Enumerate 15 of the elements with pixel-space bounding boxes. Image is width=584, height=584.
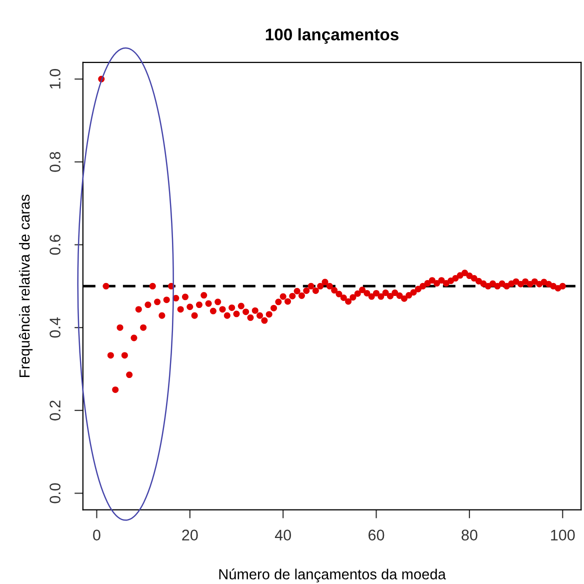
x-tick-label: 20 — [182, 530, 198, 540]
x-tick-label: 80 — [462, 530, 478, 540]
x-tick-label: 100 — [551, 530, 575, 540]
x-tick-label: 60 — [368, 530, 384, 540]
x-tick-label: 40 — [274, 530, 291, 540]
y-tick-label: 0.4 — [50, 317, 60, 338]
y-tick-label: 0.2 — [50, 400, 60, 420]
x-axis-title: Número de lançamentos da moeda — [219, 568, 446, 582]
y-tick-label: 0.0 — [50, 483, 60, 504]
y-axis-title: Frequência relativa de caras — [18, 194, 33, 377]
y-tick-label: 0.8 — [50, 152, 60, 172]
x-tick-label: 0 — [93, 530, 100, 540]
y-tick-label: 0.6 — [50, 234, 60, 255]
y-tick-label: 1.0 — [50, 69, 60, 89]
chart-title: 100 lançamentos — [266, 28, 398, 44]
